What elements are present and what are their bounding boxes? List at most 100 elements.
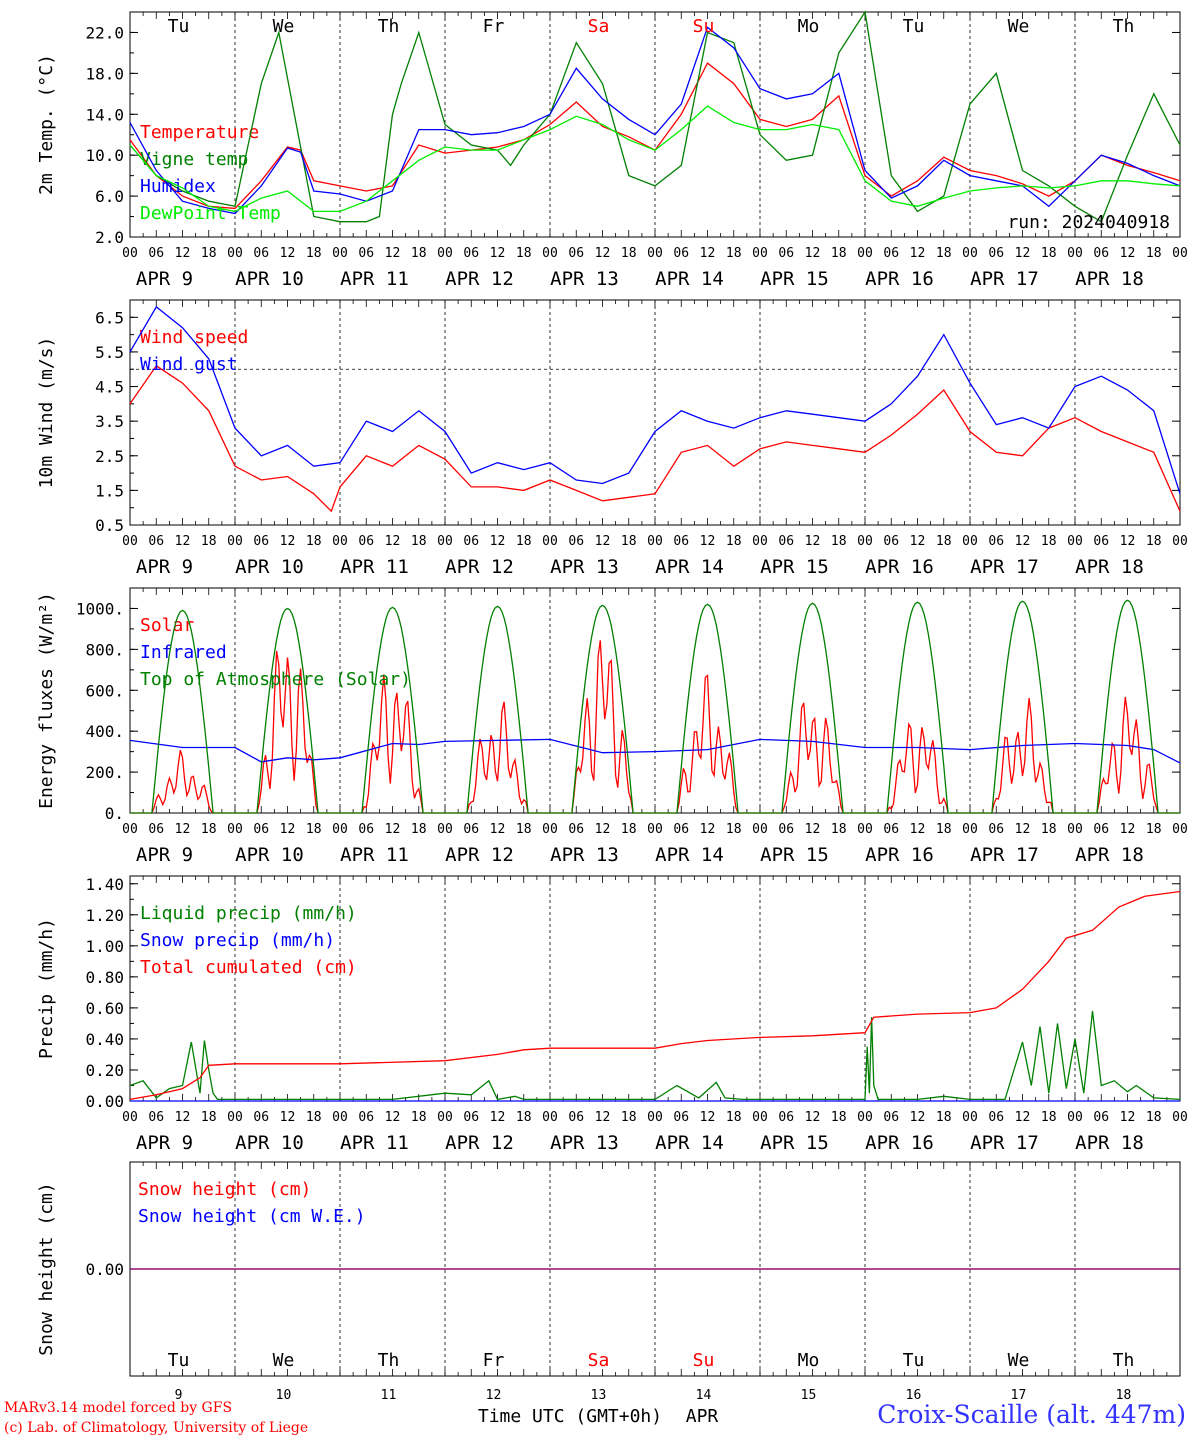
x-hour-label: 18: [621, 822, 637, 837]
series-line-total-cumulated-cm-: [129, 890, 1181, 1101]
y-tick-label: 6.5: [95, 308, 124, 327]
x-hour-label: 00: [332, 822, 348, 837]
x-hour-label: 18: [516, 534, 532, 549]
x-hour-label: 06: [148, 822, 164, 837]
x-day-label: APR 14: [655, 556, 724, 578]
legend-entry: Snow height (cm): [138, 1179, 311, 1200]
x-hour-label: 12: [1015, 534, 1031, 549]
x-hour-label: 12: [700, 1110, 716, 1125]
x-hour-label: 06: [673, 246, 689, 261]
y-tick-label: 14.0: [85, 105, 124, 124]
series-line-temperature: [129, 62, 1181, 210]
day-number-label: 13: [591, 1388, 607, 1403]
x-hour-label: 00: [437, 246, 453, 261]
x-day-label: APR 9: [136, 1132, 193, 1154]
x-hour-label: 12: [805, 246, 821, 261]
weekday-label: Mo: [798, 16, 820, 37]
x-hour-label: 00: [542, 1110, 558, 1125]
weekday-label: Tu: [168, 1350, 190, 1371]
legend-entry: Temperature: [140, 122, 259, 143]
x-hour-label: 00: [122, 534, 138, 549]
x-day-label: APR 10: [235, 1132, 304, 1154]
x-hour-label: 06: [358, 534, 374, 549]
series-line-wind-speed: [129, 364, 1181, 513]
y-tick-label: 0.80: [85, 968, 124, 987]
y-tick-label: 1.00: [85, 937, 124, 956]
x-hour-label: 18: [306, 822, 322, 837]
run-label: run: 2024040918: [1007, 212, 1170, 233]
weekday-label: We: [273, 16, 295, 37]
y-tick-label: 5.5: [95, 343, 124, 362]
x-hour-label: 18: [516, 1110, 532, 1125]
weekday-label: Fr: [483, 1350, 505, 1371]
x-hour-label: 12: [175, 1110, 191, 1125]
x-hour-label: 18: [621, 534, 637, 549]
x-hour-label: 12: [910, 534, 926, 549]
x-day-label: APR 14: [655, 1132, 724, 1154]
x-hour-label: 06: [568, 1110, 584, 1125]
x-hour-label: 12: [595, 246, 611, 261]
x-hour-label: 12: [700, 246, 716, 261]
x-hour-label: 12: [1120, 246, 1136, 261]
x-day-label: APR 10: [235, 556, 304, 578]
x-hour-label: 06: [463, 1110, 479, 1125]
weekday-label: Tu: [903, 16, 925, 37]
x-hour-label: 00: [857, 246, 873, 261]
x-hour-label: 06: [253, 822, 269, 837]
x-hour-label: 06: [988, 1110, 1004, 1125]
x-day-label: APR 15: [760, 556, 829, 578]
x-hour-label: 18: [411, 1110, 427, 1125]
x-hour-label: 12: [490, 246, 506, 261]
x-day-label: APR 13: [550, 556, 619, 578]
x-hour-label: 12: [1120, 1110, 1136, 1125]
series-line-infrared: [129, 738, 1181, 764]
x-hour-label: 18: [831, 246, 847, 261]
x-hour-label: 00: [962, 822, 978, 837]
x-hour-label: 18: [1041, 534, 1057, 549]
panel-frame: [129, 11, 1181, 238]
x-hour-label: 12: [805, 1110, 821, 1125]
x-hour-label: 06: [883, 246, 899, 261]
y-axis-label: Snow height (cm): [36, 1182, 57, 1355]
x-hour-label: 18: [306, 1110, 322, 1125]
weekday-label: Mo: [798, 1350, 820, 1371]
x-day-label: APR 12: [445, 1132, 514, 1154]
weekday-label: Su: [693, 16, 715, 37]
x-day-label: APR 13: [550, 844, 619, 866]
x-hour-label: 00: [1067, 1110, 1083, 1125]
x-hour-label: 18: [306, 246, 322, 261]
legend-entry: Total cumulated (cm): [140, 957, 357, 978]
x-hour-label: 18: [411, 246, 427, 261]
x-hour-label: 06: [568, 534, 584, 549]
x-hour-label: 00: [437, 1110, 453, 1125]
x-hour-label: 06: [778, 534, 794, 549]
x-hour-label: 00: [647, 1110, 663, 1125]
weekday-label: Sa: [588, 16, 610, 37]
y-axis-label: Precip (mm/h): [36, 918, 57, 1059]
legend-entry: Snow precip (mm/h): [140, 930, 335, 951]
x-hour-label: 12: [385, 246, 401, 261]
day-number-label: 17: [1011, 1388, 1027, 1403]
x-hour-label: 00: [332, 1110, 348, 1125]
x-hour-label: 00: [542, 534, 558, 549]
x-day-label: APR 14: [655, 268, 724, 290]
x-hour-label: 18: [1041, 246, 1057, 261]
x-hour-label: 00: [1172, 246, 1188, 261]
x-day-label: APR 13: [550, 1132, 619, 1154]
x-hour-label: 12: [280, 246, 296, 261]
weekday-label: Th: [1113, 16, 1135, 37]
x-hour-label: 18: [306, 534, 322, 549]
day-number-label: 18: [1116, 1388, 1132, 1403]
x-hour-label: 12: [385, 534, 401, 549]
weekday-label: Tu: [903, 1350, 925, 1371]
x-hour-label: 06: [358, 246, 374, 261]
x-hour-label: 00: [122, 822, 138, 837]
day-number-label: 12: [486, 1388, 502, 1403]
x-hour-label: 00: [647, 246, 663, 261]
x-hour-label: 18: [201, 1110, 217, 1125]
x-day-label: APR 14: [655, 844, 724, 866]
x-hour-label: 18: [201, 246, 217, 261]
x-hour-label: 18: [1146, 822, 1162, 837]
y-tick-label: 600.: [85, 681, 124, 700]
x-hour-label: 12: [490, 822, 506, 837]
